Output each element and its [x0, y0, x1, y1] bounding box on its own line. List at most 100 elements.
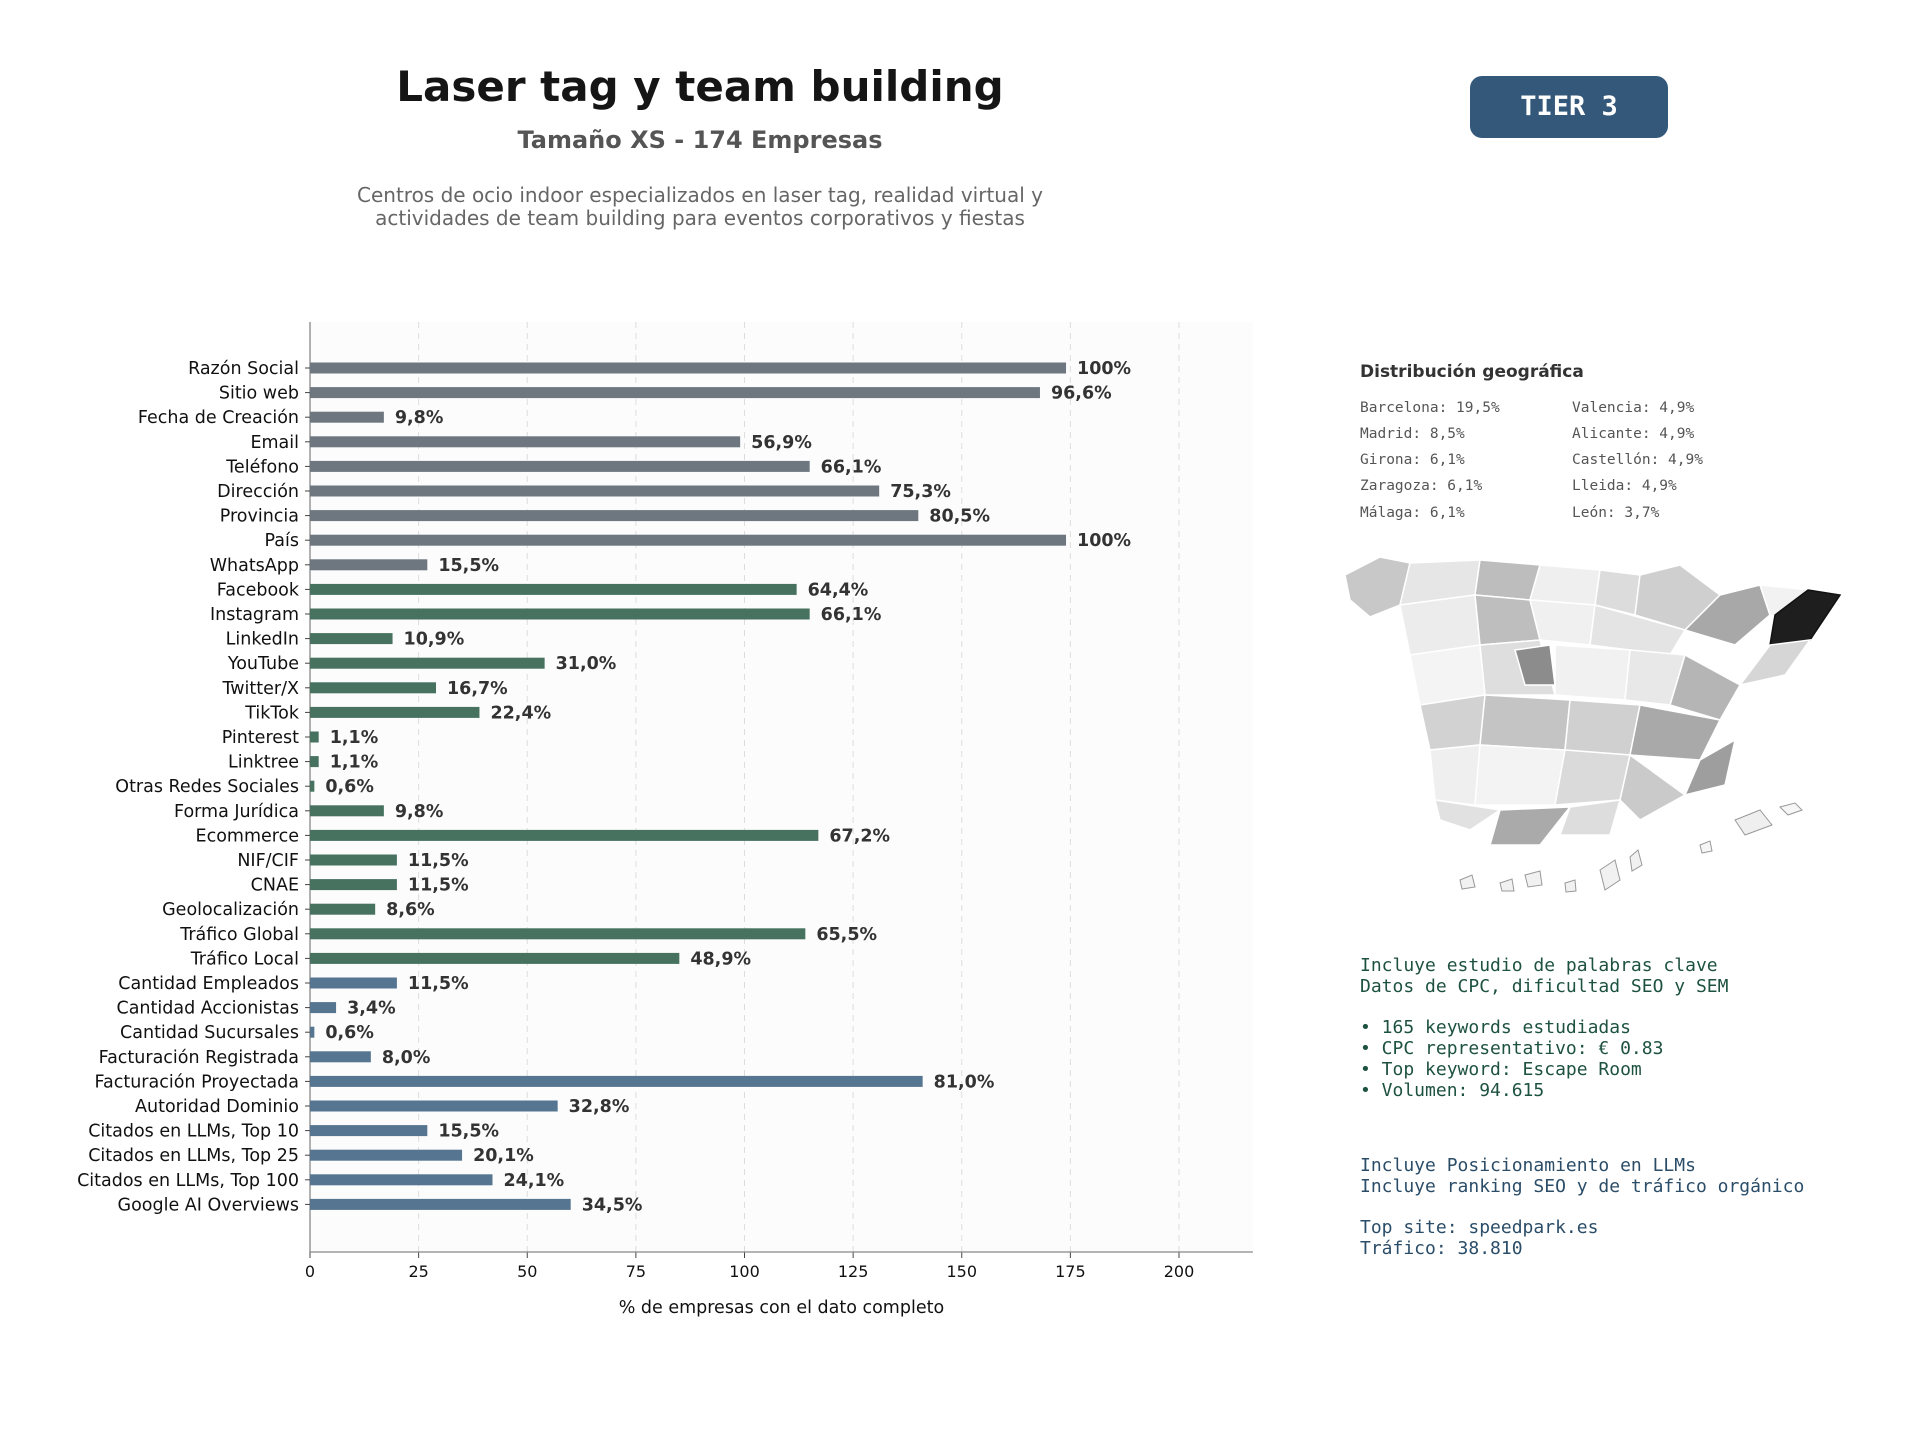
description-line-1: Centros de ocio indoor especializados en… — [357, 183, 1043, 207]
category-label: Facturación Registrada — [99, 1048, 299, 1068]
value-label: 65,5% — [816, 925, 877, 945]
bar — [310, 805, 384, 817]
seo-bullet-2: • CPC representativo: € 0.83 — [1360, 1038, 1664, 1059]
bar — [310, 362, 1067, 374]
value-label: 3,4% — [347, 999, 396, 1019]
bar — [310, 854, 397, 866]
category-label: Citados en LLMs, Top 25 — [88, 1146, 299, 1166]
bar — [310, 583, 797, 595]
category-label: Ecommerce — [196, 826, 299, 846]
bar — [310, 1026, 315, 1038]
llm-top-site: Top site: speedpark.es — [1360, 1217, 1599, 1238]
category-label: TikTok — [244, 703, 300, 723]
category-label: Twitter/X — [221, 679, 299, 699]
bar — [310, 756, 319, 768]
plot-area — [310, 322, 1253, 1252]
category-label: Email — [250, 433, 299, 453]
bar — [310, 510, 919, 522]
category-label: Cantidad Accionistas — [116, 999, 299, 1019]
geo-left-2: Madrid: 8,5% — [1360, 426, 1465, 442]
geo-title: Distribución geográfica — [1360, 362, 1584, 382]
geo-left-1: Barcelona: 19,5% — [1360, 400, 1500, 416]
value-label: 24,1% — [503, 1171, 564, 1191]
value-label: 56,9% — [751, 433, 812, 453]
geo-right-4: Lleida: 4,9% — [1572, 478, 1677, 494]
bar — [310, 411, 384, 423]
category-label: Tráfico Local — [190, 949, 299, 969]
value-label: 96,6% — [1051, 384, 1112, 404]
value-label: 31,0% — [556, 654, 617, 674]
bar — [310, 1051, 371, 1063]
category-label: CNAE — [251, 876, 299, 896]
value-label: 15,5% — [438, 556, 499, 576]
description-line-2: actividades de team building para evento… — [375, 206, 1025, 230]
x-tick-label: 50 — [517, 1262, 537, 1281]
value-label: 1,1% — [330, 728, 379, 748]
value-label: 48,9% — [690, 949, 751, 969]
category-label: WhatsApp — [210, 556, 299, 576]
value-label: 22,4% — [490, 703, 551, 723]
value-label: 34,5% — [582, 1195, 643, 1215]
category-label: Provincia — [220, 507, 299, 527]
bar — [310, 1174, 493, 1186]
llm-block: Incluye Posicionamiento en LLMs Incluye … — [1360, 1155, 1804, 1259]
value-label: 66,1% — [821, 605, 882, 625]
x-tick-label: 0 — [305, 1262, 315, 1281]
value-label: 100% — [1077, 531, 1131, 551]
geo-left-4: Zaragoza: 6,1% — [1360, 478, 1483, 494]
bar — [310, 608, 810, 620]
bar — [310, 1002, 337, 1014]
value-label: 8,6% — [386, 900, 435, 920]
category-label: Geolocalización — [162, 900, 299, 920]
value-label: 0,6% — [325, 1023, 374, 1043]
llm-line-1: Incluye Posicionamiento en LLMs — [1360, 1155, 1696, 1176]
geo-right-5: León: 3,7% — [1572, 505, 1660, 521]
value-label: 32,8% — [569, 1097, 630, 1117]
seo-line-1: Incluye estudio de palabras clave — [1360, 955, 1718, 976]
bar — [310, 1149, 463, 1161]
bar — [310, 879, 397, 891]
category-label: Forma Jurídica — [174, 802, 299, 822]
x-axis-label: % de empresas con el dato completo — [619, 1298, 944, 1318]
llm-traffic: Tráfico: 38.810 — [1360, 1238, 1523, 1259]
seo-block: Incluye estudio de palabras clave Datos … — [1360, 955, 1728, 1101]
bar — [310, 1075, 923, 1087]
completeness-bar-chart: 0 25 50 75 100 125 150 175 200 Razón Social 100% Si… — [77, 322, 1253, 1318]
geo-right-2: Alicante: 4,9% — [1572, 426, 1695, 442]
category-label: Pinterest — [222, 728, 299, 748]
category-label: Fecha de Creación — [138, 408, 299, 428]
value-label: 9,8% — [395, 408, 444, 428]
category-label: Citados en LLMs, Top 10 — [88, 1122, 299, 1142]
bar — [310, 436, 741, 448]
geo-left-5: Málaga: 6,1% — [1360, 505, 1465, 521]
x-tick-label: 25 — [408, 1262, 428, 1281]
category-label: Google AI Overviews — [118, 1195, 299, 1215]
category-label: Razón Social — [188, 359, 299, 379]
category-label: País — [265, 531, 299, 551]
category-label: YouTube — [227, 654, 299, 674]
bar — [310, 1100, 558, 1112]
value-label: 9,8% — [395, 802, 444, 822]
geo-right-1: Valencia: 4,9% — [1572, 400, 1695, 416]
category-label: Tráfico Global — [179, 925, 299, 945]
value-label: 20,1% — [473, 1146, 534, 1166]
bar — [310, 1125, 428, 1137]
value-label: 100% — [1077, 359, 1131, 379]
bar — [310, 633, 393, 645]
bar — [310, 485, 880, 497]
bar — [310, 928, 806, 940]
category-label: Cantidad Empleados — [118, 974, 299, 994]
geo-right-3: Castellón: 4,9% — [1572, 452, 1703, 468]
bar — [310, 977, 397, 989]
category-label: NIF/CIF — [237, 851, 299, 871]
value-label: 16,7% — [447, 679, 508, 699]
category-label: Facturación Proyectada — [95, 1072, 299, 1092]
value-label: 67,2% — [829, 826, 890, 846]
seo-bullet-3: • Top keyword: Escape Room — [1360, 1059, 1642, 1080]
category-label: Facebook — [217, 580, 300, 600]
category-label: Instagram — [210, 605, 299, 625]
page-title: Laser tag y team building — [396, 62, 1004, 111]
bar — [310, 952, 680, 964]
value-label: 66,1% — [821, 457, 882, 477]
x-tick-label: 175 — [1055, 1262, 1086, 1281]
